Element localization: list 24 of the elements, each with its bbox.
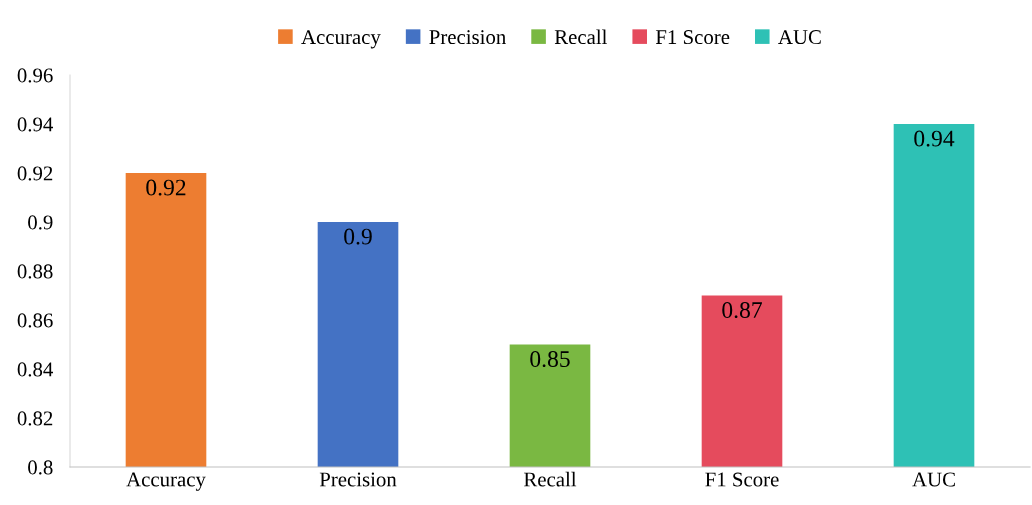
- legend-label: AUC: [778, 30, 821, 45]
- y-tick-label: 0.82: [17, 411, 53, 426]
- legend-label: F1 Score: [655, 30, 730, 45]
- data-label: 0.85: [530, 351, 570, 368]
- y-tick-label: 0.84: [17, 362, 54, 377]
- y-tick-label: 0.9: [28, 215, 53, 230]
- y-tick-label: 0.8: [28, 460, 53, 475]
- x-tick-label: Precision: [319, 472, 397, 487]
- x-tick-label: F1 Score: [705, 472, 779, 487]
- legend-label: Accuracy: [301, 30, 381, 49]
- data-label: 0.94: [914, 130, 955, 147]
- data-label: 0.87: [722, 302, 762, 319]
- legend-label: Recall: [554, 29, 607, 45]
- data-label: 0.92: [146, 179, 186, 196]
- legend-label: Precision: [429, 30, 506, 45]
- y-tick-label: 0.96: [17, 68, 53, 83]
- y-tick-label: 0.94: [17, 117, 54, 132]
- x-tick-label: Recall: [523, 471, 577, 487]
- y-tick-label: 0.88: [17, 264, 53, 279]
- x-tick-label: Accuracy: [126, 472, 206, 491]
- y-tick-label: 0.86: [17, 313, 53, 328]
- y-tick-label: 0.92: [17, 166, 53, 181]
- x-tick-label: AUC: [912, 472, 955, 487]
- data-label: 0.9: [344, 228, 372, 245]
